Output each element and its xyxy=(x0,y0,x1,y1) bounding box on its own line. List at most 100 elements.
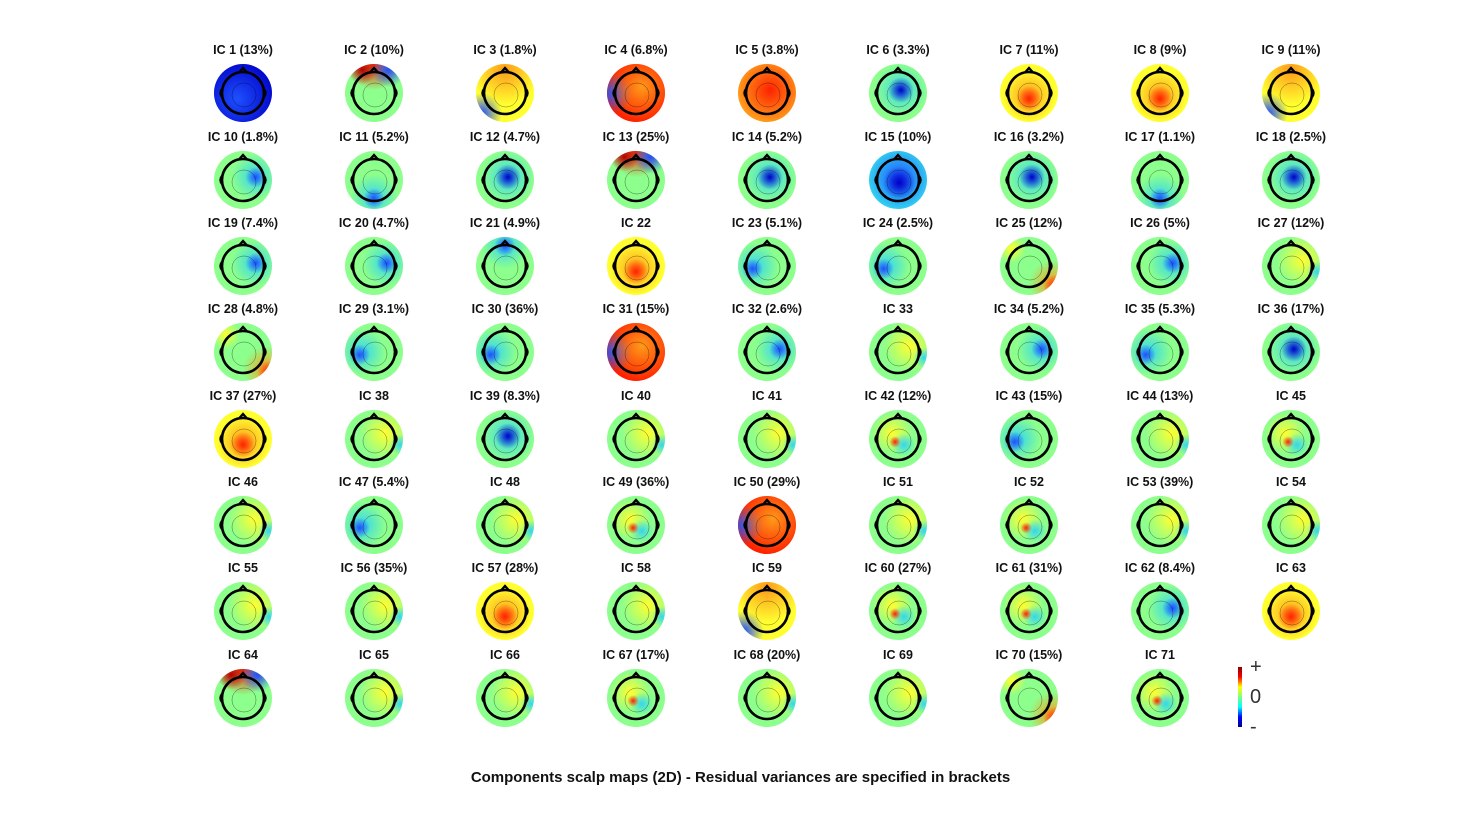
scalp-map xyxy=(607,669,665,727)
scalp-map-cell: IC 62 (8.4%) xyxy=(1100,561,1220,645)
component-label: IC 28 (4.8%) xyxy=(207,302,279,316)
scalp-map-cell: IC 16 (3.2%) xyxy=(969,130,1089,214)
scalp-map xyxy=(1000,64,1058,122)
component-label: IC 12 (4.7%) xyxy=(469,130,541,144)
scalp-map xyxy=(1131,237,1189,295)
scalp-map xyxy=(214,582,272,640)
scalp-map xyxy=(345,496,403,554)
scalp-map xyxy=(1131,64,1189,122)
scalp-map xyxy=(214,496,272,554)
component-label: IC 2 (10%) xyxy=(344,43,404,57)
component-label: IC 9 (11%) xyxy=(1261,43,1321,57)
scalp-map-cell: IC 21 (4.9%) xyxy=(445,216,565,300)
scalp-map xyxy=(1000,151,1058,209)
component-label: IC 57 (28%) xyxy=(471,561,539,575)
scalp-map xyxy=(476,669,534,727)
scalp-map-cell: IC 30 (36%) xyxy=(445,302,565,386)
colorbar-max-label: + xyxy=(1250,656,1262,678)
scalp-map-cell: IC 29 (3.1%) xyxy=(314,302,434,386)
scalp-map-cell: IC 50 (29%) xyxy=(707,475,827,559)
component-label: IC 25 (12%) xyxy=(995,216,1063,230)
component-label: IC 36 (17%) xyxy=(1257,302,1325,316)
figure-caption: Components scalp maps (2D) - Residual va… xyxy=(470,769,1011,786)
component-label: IC 31 (15%) xyxy=(602,302,670,316)
scalp-map xyxy=(214,323,272,381)
scalp-map xyxy=(1000,323,1058,381)
scalp-map xyxy=(1262,237,1320,295)
scalp-map-cell: IC 51 xyxy=(838,475,958,559)
scalp-map xyxy=(345,237,403,295)
scalp-map xyxy=(738,64,796,122)
component-label: IC 50 (29%) xyxy=(733,475,801,489)
scalp-map-cell: IC 46 xyxy=(183,475,303,559)
component-label: IC 68 (20%) xyxy=(733,648,801,662)
scalp-map xyxy=(345,410,403,468)
component-label: IC 46 xyxy=(228,475,258,489)
scalp-map xyxy=(1131,669,1189,727)
scalp-map-cell: IC 61 (31%) xyxy=(969,561,1089,645)
scalp-map xyxy=(214,64,272,122)
scalp-map-cell: IC 55 xyxy=(183,561,303,645)
scalp-map-cell: IC 34 (5.2%) xyxy=(969,302,1089,386)
component-label: IC 19 (7.4%) xyxy=(207,216,279,230)
colorbar: + 0 - xyxy=(1238,657,1278,737)
scalp-map xyxy=(1000,410,1058,468)
scalp-map-cell: IC 42 (12%) xyxy=(838,389,958,473)
component-label: IC 45 xyxy=(1276,389,1306,403)
scalp-map-cell: IC 27 (12%) xyxy=(1231,216,1351,300)
component-label: IC 38 xyxy=(359,389,389,403)
component-label: IC 11 (5.2%) xyxy=(339,130,409,144)
colorbar-mid-label: 0 xyxy=(1250,686,1262,708)
scalp-map xyxy=(607,496,665,554)
component-label: IC 35 (5.3%) xyxy=(1124,302,1196,316)
component-label: IC 15 (10%) xyxy=(864,130,932,144)
component-label: IC 22 xyxy=(621,216,651,230)
scalp-map-cell: IC 41 xyxy=(707,389,827,473)
scalp-map-cell: IC 40 xyxy=(576,389,696,473)
component-label: IC 20 (4.7%) xyxy=(338,216,410,230)
scalp-map-cell: IC 64 xyxy=(183,648,303,732)
scalp-map xyxy=(476,582,534,640)
scalp-map xyxy=(1000,582,1058,640)
scalp-map xyxy=(476,151,534,209)
scalp-map xyxy=(214,410,272,468)
component-label: IC 30 (36%) xyxy=(471,302,539,316)
component-label: IC 54 xyxy=(1276,475,1306,489)
scalp-map xyxy=(345,64,403,122)
scalp-map-cell: IC 22 xyxy=(576,216,696,300)
component-label: IC 18 (2.5%) xyxy=(1255,130,1327,144)
scalp-map-cell: IC 69 xyxy=(838,648,958,732)
scalp-map-cell: IC 18 (2.5%) xyxy=(1231,130,1351,214)
component-label: IC 70 (15%) xyxy=(995,648,1063,662)
scalp-map-cell: IC 14 (5.2%) xyxy=(707,130,827,214)
component-label: IC 49 (36%) xyxy=(602,475,670,489)
scalp-map-cell: IC 57 (28%) xyxy=(445,561,565,645)
component-label: IC 14 (5.2%) xyxy=(731,130,803,144)
component-label: IC 37 (27%) xyxy=(209,389,277,403)
scalp-map-cell: IC 53 (39%) xyxy=(1100,475,1220,559)
component-label: IC 64 xyxy=(228,648,258,662)
scalp-map xyxy=(869,669,927,727)
component-label: IC 16 (3.2%) xyxy=(993,130,1065,144)
scalp-map-cell: IC 43 (15%) xyxy=(969,389,1089,473)
component-label: IC 4 (6.8%) xyxy=(604,43,668,57)
component-label: IC 59 xyxy=(752,561,782,575)
scalp-map-cell: IC 63 xyxy=(1231,561,1351,645)
component-label: IC 51 xyxy=(883,475,913,489)
scalp-map-cell: IC 45 xyxy=(1231,389,1351,473)
scalp-map xyxy=(1131,151,1189,209)
scalp-map xyxy=(738,323,796,381)
scalp-map xyxy=(607,151,665,209)
component-label: IC 40 xyxy=(621,389,651,403)
scalp-map xyxy=(607,410,665,468)
scalp-map xyxy=(1262,151,1320,209)
component-label: IC 66 xyxy=(490,648,520,662)
scalp-map-cell: IC 31 (15%) xyxy=(576,302,696,386)
component-label: IC 48 xyxy=(490,475,520,489)
component-label: IC 34 (5.2%) xyxy=(993,302,1065,316)
scalp-map-cell: IC 4 (6.8%) xyxy=(576,43,696,127)
scalp-map xyxy=(738,582,796,640)
scalp-map-cell: IC 13 (25%) xyxy=(576,130,696,214)
scalp-map xyxy=(869,410,927,468)
component-label: IC 65 xyxy=(359,648,389,662)
